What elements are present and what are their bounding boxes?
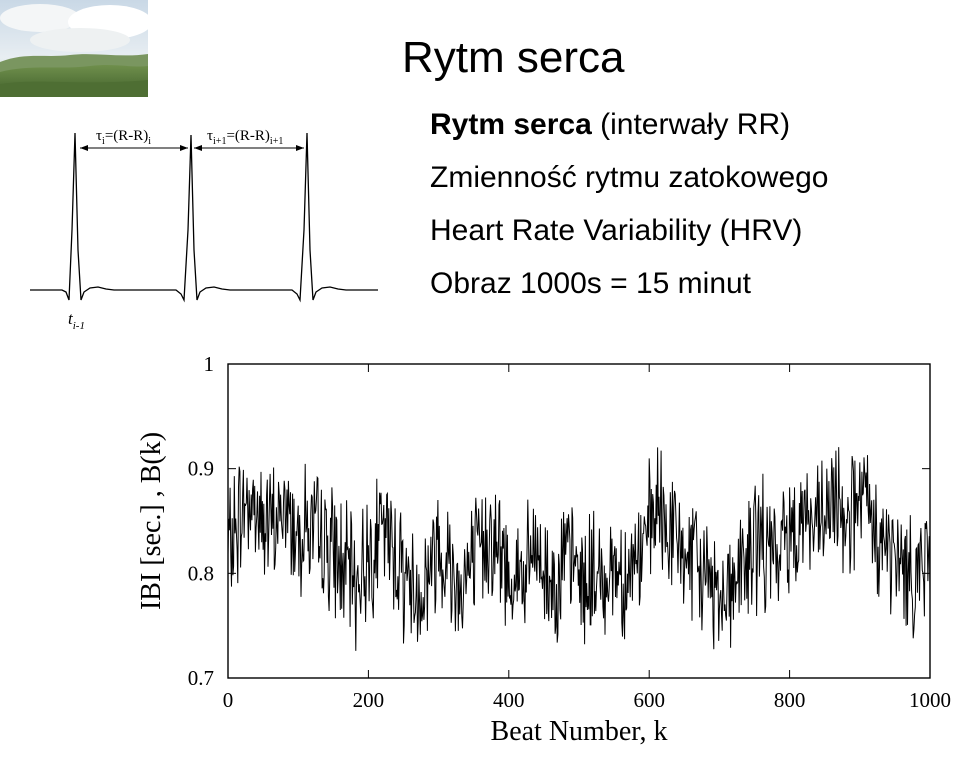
bullet-item: Obraz 1000s = 15 minut xyxy=(430,262,829,315)
y-tick-label: 0.8 xyxy=(188,561,214,585)
bullet-text: Zmienność rytmu zatokowego xyxy=(430,161,829,194)
x-tick-label: 400 xyxy=(493,688,525,712)
y-tick-label: 1 xyxy=(204,352,215,376)
bullet-text: Obraz 1000s = 15 minut xyxy=(430,267,752,300)
bullet-item: Zmienność rytmu zatokowego xyxy=(430,156,829,209)
y-axis-label: IBI [sec.] , B(k) xyxy=(136,432,167,610)
landscape-photo xyxy=(0,0,148,97)
x-tick-label: 1000 xyxy=(909,688,951,712)
bullet-item: Rytm serca (interwały RR) xyxy=(430,103,829,156)
x-tick-label: 0 xyxy=(223,688,234,712)
x-tick-label: 200 xyxy=(353,688,385,712)
y-tick-label: 0.7 xyxy=(188,666,214,690)
x-tick-label: 800 xyxy=(774,688,806,712)
bullet-list: Rytm serca (interwały RR) Zmienność rytm… xyxy=(430,103,829,315)
bullet-text: (interwały RR) xyxy=(591,108,791,141)
hrv-series-line xyxy=(227,447,931,651)
x-axis-label: Beat Number, k xyxy=(491,716,668,747)
bullet-text: Heart Rate Variability (HRV) xyxy=(430,214,803,247)
x-tick-label: 600 xyxy=(633,688,665,712)
plot-frame xyxy=(227,363,931,679)
slide-title: Rytm serca xyxy=(402,33,625,82)
y-tick-label: 0.9 xyxy=(188,457,214,481)
bullet-bold-text: Rytm serca xyxy=(430,108,592,141)
bullet-item: Heart Rate Variability (HRV) xyxy=(430,209,829,262)
